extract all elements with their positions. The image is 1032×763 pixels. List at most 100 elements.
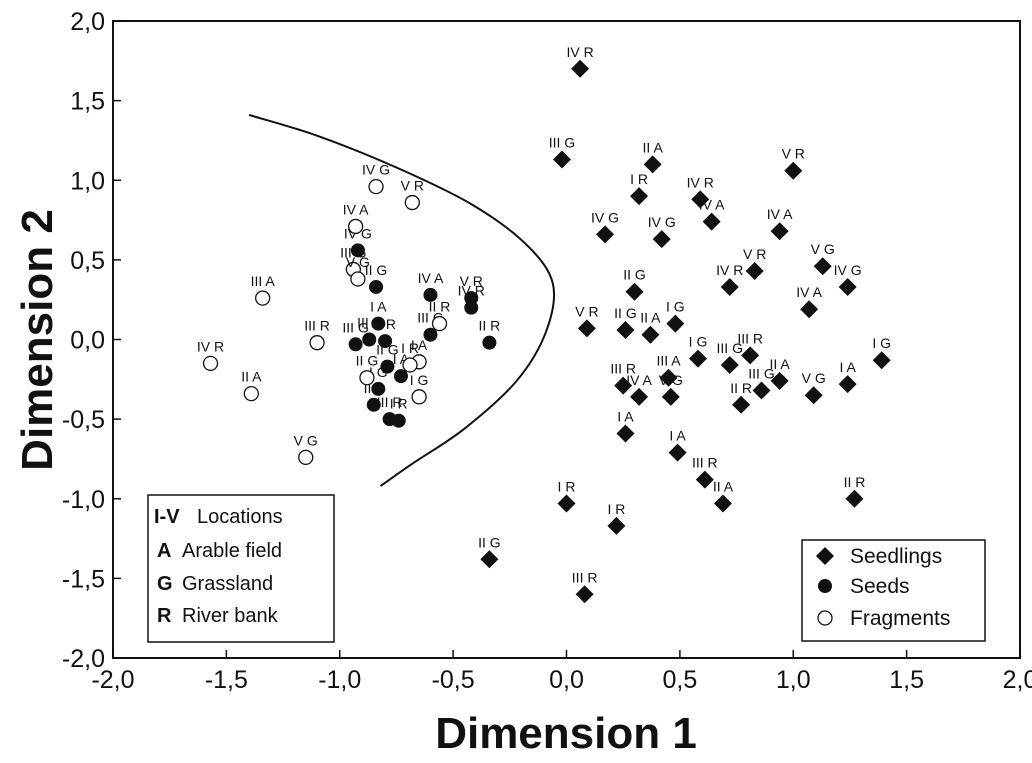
seedling-point: [557, 494, 576, 513]
fragment-point: [309, 335, 325, 351]
y-tick-label: 1,0: [70, 167, 105, 195]
y-tick-label: 1,5: [70, 88, 105, 116]
point-label: I R: [558, 479, 576, 495]
point-label: II A: [643, 139, 664, 155]
seed-point: [348, 337, 363, 352]
fragment-point: [202, 355, 219, 372]
fragment-point: [402, 357, 418, 373]
key-code-riverbank: R: [157, 605, 172, 627]
key-code-locations: I-V: [154, 506, 180, 528]
seedling-point: [784, 161, 803, 180]
seed-point: [378, 334, 393, 349]
point-label: III R: [304, 318, 330, 334]
seedling-point: [689, 349, 708, 368]
seedling-point: [713, 494, 732, 513]
point-label: I G: [666, 299, 685, 315]
point-label: I A: [839, 359, 856, 375]
seedling-point: [630, 387, 649, 406]
point-label: II G: [614, 305, 637, 321]
seedling-point: [641, 325, 660, 344]
y-axis-title: Dimension 2: [13, 209, 62, 471]
point-label: V G: [346, 254, 370, 270]
fragment-point: [255, 290, 271, 306]
seedling-point: [668, 443, 687, 462]
point-label: I R: [390, 396, 408, 412]
seed-point: [362, 332, 377, 347]
seedling-point: [659, 368, 678, 387]
y-tick-label: -2,0: [62, 645, 105, 673]
point-label: II G: [478, 534, 501, 550]
point-label: IV G: [362, 162, 390, 178]
seedling-point: [575, 585, 594, 604]
seedling-point: [666, 314, 685, 333]
point-label: IV A: [796, 284, 822, 300]
point-label: V G: [802, 370, 826, 386]
seedling-point: [770, 371, 789, 390]
fragment-point: [298, 449, 314, 465]
legend-open-circle-icon: [817, 610, 833, 626]
seedling-point: [720, 277, 739, 296]
point-label: III R: [737, 330, 763, 346]
y-tick-label: 0,5: [70, 247, 105, 275]
point-label: V G: [659, 372, 683, 388]
fragment-point: [350, 271, 366, 287]
seedling-point: [607, 516, 626, 535]
seedling-point: [745, 262, 764, 281]
point-label: V R: [460, 273, 483, 289]
point-label: IV A: [699, 197, 725, 213]
seedling-point: [630, 187, 649, 206]
point-label: II R: [479, 318, 501, 334]
key-text-riverbank: River bank: [182, 605, 279, 627]
legend-diamond-icon: [816, 547, 834, 565]
key-box: I-V Locations A Arable field G Grassland…: [147, 494, 335, 643]
key-box-frame: [147, 494, 335, 643]
seedling-point: [661, 387, 680, 406]
point-label: I G: [872, 335, 891, 351]
seedling-point: [741, 346, 760, 365]
seedling-point: [720, 355, 739, 374]
point-label: III R: [572, 569, 598, 585]
x-tick-label: -1,5: [205, 666, 248, 694]
point-label: II G: [623, 267, 646, 283]
point-label: III A: [656, 353, 681, 369]
seedling-point: [652, 230, 671, 249]
seedling-point: [616, 424, 635, 443]
seed-point: [464, 300, 479, 315]
point-label: IV A: [626, 372, 652, 388]
point-label: I G: [410, 372, 429, 388]
point-label: III G: [549, 135, 575, 151]
point-label: II R: [429, 299, 451, 315]
seedling-point: [577, 319, 596, 338]
point-label: IV R: [716, 262, 743, 278]
x-tick-label: -0,5: [432, 666, 475, 694]
point-label: I A: [669, 428, 686, 444]
key-text-grassland: Grassland: [182, 573, 273, 595]
legend-fragments: Fragments: [850, 607, 950, 630]
seed-point: [350, 243, 365, 258]
seed-point: [423, 327, 438, 342]
point-label: III G: [748, 365, 774, 381]
point-label: III G: [340, 244, 366, 260]
point-label: IV R: [458, 283, 485, 299]
point-label: II A: [770, 356, 791, 372]
seedling-point: [691, 190, 710, 209]
x-tick-label: -2,0: [91, 666, 134, 694]
seedling-point: [596, 225, 615, 244]
seed-point: [371, 381, 386, 396]
seed-point: [393, 369, 408, 384]
seedling-point: [625, 282, 644, 301]
point-label: III A: [357, 315, 382, 331]
y-tick-label: 0,0: [70, 327, 105, 355]
seedling-point: [695, 470, 714, 489]
seedling-point: [804, 386, 823, 405]
fragment-point: [347, 218, 364, 235]
point-label: II A: [241, 369, 262, 385]
point-label: III G: [342, 319, 368, 335]
y-axis-ticks: 2,0 1,5 1,0 0,5 0,0 -0,5 -1,0 -1,5 -2,0: [62, 8, 121, 673]
legend-filled-circle-icon: [818, 579, 832, 593]
seed-point: [371, 316, 386, 331]
point-label: V R: [743, 246, 766, 262]
fragment-point: [243, 385, 259, 402]
